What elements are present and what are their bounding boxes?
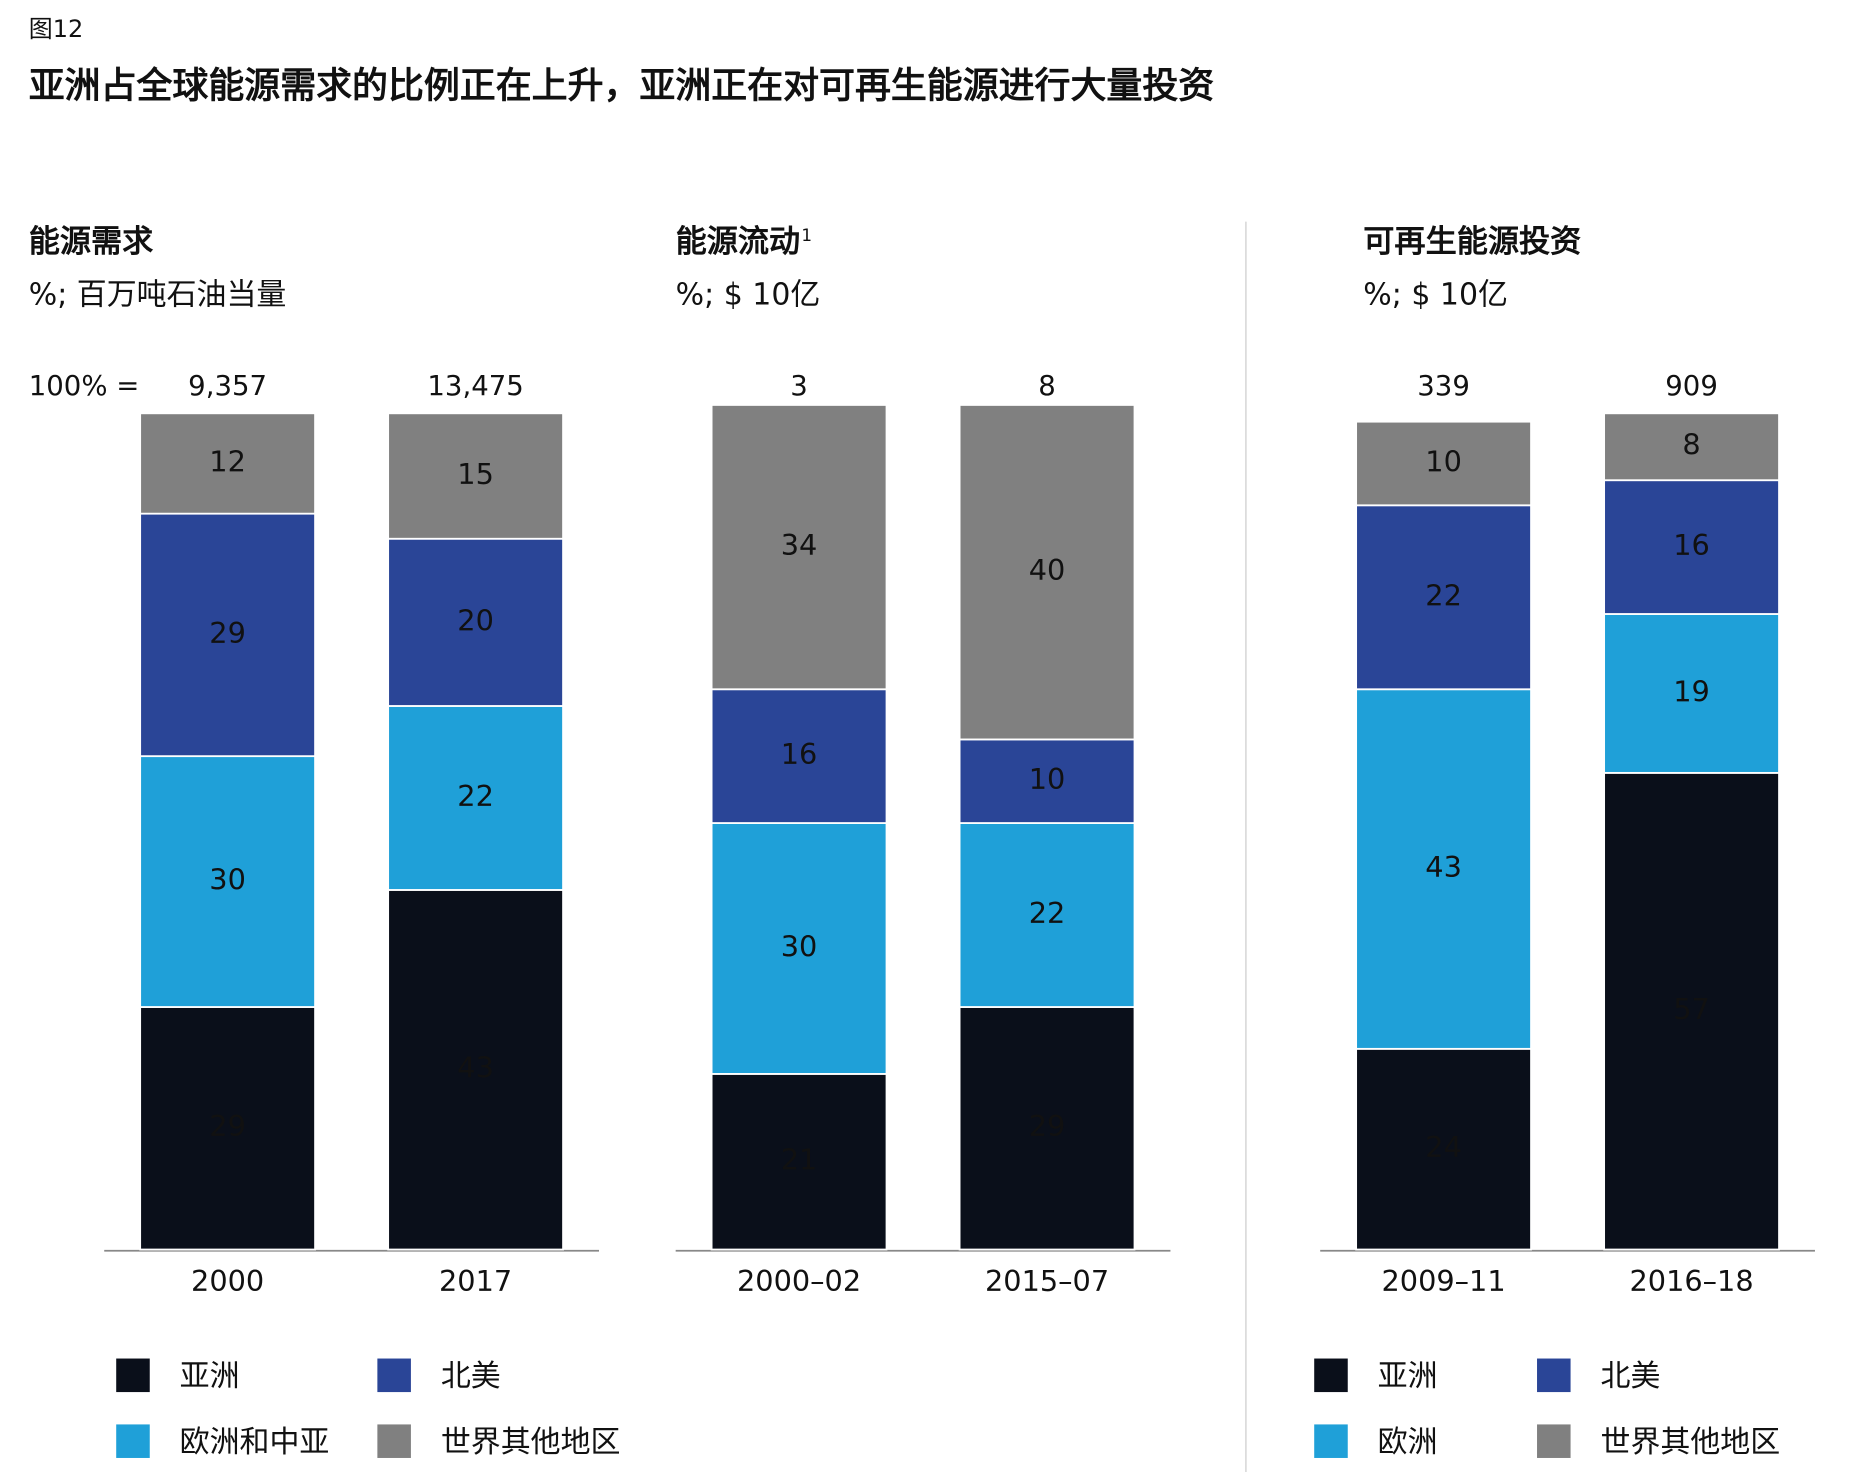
bar-segment bbox=[958, 738, 1136, 824]
total-label: 909 bbox=[1665, 370, 1718, 402]
total-label: 3 bbox=[790, 370, 808, 402]
bar-segment bbox=[710, 688, 888, 824]
bar-segment bbox=[1355, 688, 1532, 1050]
legend-label: 欧洲和中亚 bbox=[180, 1425, 330, 1460]
legend-label: 北美 bbox=[1601, 1359, 1661, 1394]
legend-swatch bbox=[116, 1424, 150, 1458]
legend-swatch bbox=[1537, 1424, 1571, 1458]
value-label: 30 bbox=[781, 929, 818, 963]
value-label: 30 bbox=[209, 863, 246, 897]
bar-segment bbox=[1603, 771, 1780, 1251]
legend-swatch bbox=[1537, 1358, 1571, 1393]
value-label: 22 bbox=[1029, 896, 1066, 930]
value-label: 29 bbox=[209, 1109, 246, 1143]
x-tick-label: 2000–02 bbox=[737, 1264, 861, 1298]
bar-segment bbox=[958, 822, 1136, 1008]
value-label: 16 bbox=[1673, 528, 1710, 562]
bar-segment bbox=[958, 404, 1136, 741]
legend-swatch bbox=[1314, 1358, 1348, 1393]
total-label: 339 bbox=[1417, 370, 1470, 402]
legend-label: 世界其他地区 bbox=[1601, 1425, 1781, 1460]
total-label: 13,475 bbox=[427, 370, 523, 402]
bar-segment bbox=[710, 404, 888, 691]
legend-swatch bbox=[377, 1424, 411, 1458]
value-label: 10 bbox=[1029, 762, 1066, 796]
x-tick-label: 2015–07 bbox=[985, 1264, 1109, 1298]
x-tick-label: 2000 bbox=[191, 1264, 264, 1298]
bar-segment bbox=[139, 412, 316, 515]
bar-segment bbox=[387, 889, 564, 1251]
legend-label: 世界其他地区 bbox=[441, 1425, 621, 1460]
value-label: 24 bbox=[1425, 1130, 1462, 1164]
chart-subtitle: %; 百万吨石油当量 bbox=[29, 277, 287, 312]
value-label: 21 bbox=[781, 1143, 818, 1177]
value-label: 16 bbox=[781, 737, 818, 771]
value-label: 40 bbox=[1029, 553, 1066, 587]
x-tick-label: 2009–11 bbox=[1382, 1264, 1506, 1298]
bar-segment bbox=[1603, 613, 1780, 774]
legend-label: 亚洲 bbox=[180, 1359, 240, 1394]
value-label: 29 bbox=[1029, 1109, 1066, 1143]
totals-label: 100% = bbox=[29, 370, 140, 402]
page-title: 亚洲占全球能源需求的比例正在上升，亚洲正在对可再生能源进行大量投资 bbox=[29, 64, 1214, 106]
value-label: 19 bbox=[1673, 674, 1710, 708]
value-label: 29 bbox=[209, 616, 246, 650]
legend-label: 亚洲 bbox=[1378, 1359, 1438, 1394]
bar-segment bbox=[710, 1073, 888, 1251]
legend-swatch bbox=[377, 1358, 411, 1393]
value-label: 20 bbox=[457, 603, 494, 637]
bar-segment bbox=[139, 1006, 316, 1251]
value-label: 22 bbox=[1425, 578, 1462, 612]
total-label: 9,357 bbox=[188, 370, 267, 402]
legend-swatch bbox=[1314, 1424, 1348, 1458]
bar-segment bbox=[1603, 412, 1780, 482]
legend-swatch bbox=[116, 1358, 150, 1393]
bar-segment bbox=[1355, 420, 1532, 507]
value-label: 43 bbox=[1425, 850, 1462, 884]
bar-segment bbox=[387, 412, 564, 540]
bar-segment bbox=[387, 705, 564, 891]
chart-subtitle: %; $ 10亿 bbox=[676, 277, 821, 312]
total-label: 8 bbox=[1038, 370, 1056, 402]
figure-label: 图12 bbox=[29, 15, 83, 43]
value-label: 43 bbox=[457, 1051, 494, 1085]
value-label: 10 bbox=[1425, 444, 1462, 478]
legend-label: 北美 bbox=[441, 1359, 501, 1394]
bar-segment bbox=[139, 512, 316, 758]
chart-title: 能源需求 bbox=[29, 224, 154, 260]
bar-segment bbox=[387, 537, 564, 707]
bar-segment bbox=[710, 822, 888, 1075]
bar-segment bbox=[1355, 504, 1532, 691]
bar-segment bbox=[958, 1006, 1136, 1251]
bar-segment bbox=[1355, 1047, 1532, 1251]
value-label: 57 bbox=[1673, 992, 1710, 1026]
value-label: 34 bbox=[781, 528, 818, 562]
value-label: 22 bbox=[457, 779, 494, 813]
value-label: 12 bbox=[209, 444, 246, 478]
chart-subtitle: %; $ 10亿 bbox=[1363, 277, 1508, 312]
title-note: 1 bbox=[801, 225, 812, 245]
chart-title: 能源流动 bbox=[676, 224, 801, 260]
legend-label: 欧洲 bbox=[1378, 1425, 1438, 1460]
value-label: 8 bbox=[1682, 428, 1700, 462]
x-tick-label: 2016–18 bbox=[1630, 1264, 1754, 1298]
chart-title: 可再生能源投资 bbox=[1363, 224, 1581, 260]
x-tick-label: 2017 bbox=[439, 1264, 512, 1298]
value-label: 15 bbox=[457, 457, 494, 491]
